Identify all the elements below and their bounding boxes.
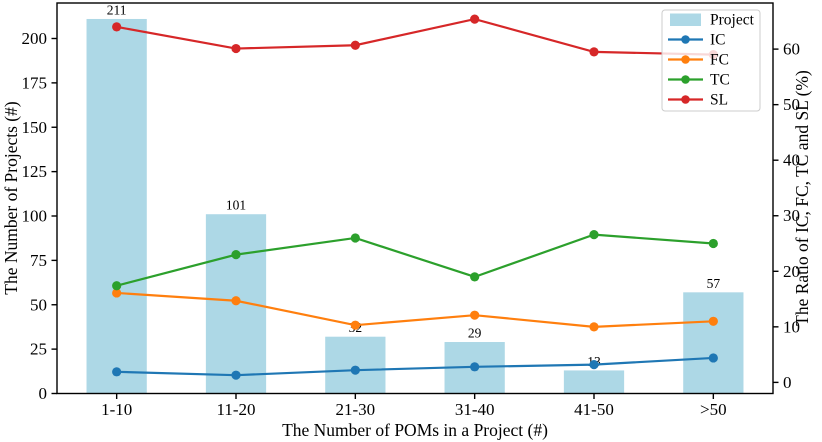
right-tick-label: 40 [783, 151, 800, 170]
left-tick-label: 0 [39, 384, 48, 403]
left-tick-label: 200 [22, 29, 48, 48]
legend-label-Project: Project [710, 12, 755, 29]
plot-area: 2111013229135702550751001251501752000102… [22, 2, 800, 419]
left-tick-label: 50 [30, 295, 47, 314]
marker-FC [708, 316, 718, 326]
left-tick-label: 75 [30, 251, 47, 270]
axes-frame [56, 2, 774, 395]
marker-TC [350, 233, 360, 243]
marker-IC [470, 362, 480, 372]
marker-TC [708, 238, 718, 249]
marker-IC [589, 360, 599, 370]
marker-SL [470, 14, 480, 24]
bar-value-label: 29 [468, 326, 482, 341]
right-tick-label: 50 [783, 95, 800, 114]
marker-FC [112, 288, 122, 298]
line-TC [116, 233, 714, 287]
marker-IC [350, 365, 360, 375]
bar-value-label: 211 [107, 2, 127, 17]
right-tick-label: 0 [783, 373, 792, 392]
marker-TC [112, 281, 122, 291]
right-tick-label: 20 [783, 262, 800, 281]
marker-SL [350, 40, 360, 50]
left-tick-label: 150 [22, 118, 48, 137]
bar-value-label: 101 [226, 198, 246, 213]
marker-SL [112, 22, 122, 32]
left-tick-label: 175 [22, 73, 48, 92]
legend-label-IC: IC [710, 32, 726, 49]
x-axis-title: The Number of POMs in a Project (#) [282, 420, 548, 440]
legend-frame [661, 9, 761, 112]
right-tick-label: 60 [783, 40, 800, 59]
bar [86, 18, 147, 394]
marker-FC [470, 310, 480, 320]
x-tick-label: >50 [700, 400, 727, 419]
bar [563, 370, 625, 394]
line-SL [116, 17, 714, 56]
legend-swatch-Project [670, 13, 701, 26]
marker-IC [231, 370, 241, 380]
legend: Project IC FC TC SL [661, 9, 761, 112]
x-tick-label: 1-10 [101, 400, 132, 419]
marker-FC [589, 322, 599, 332]
left-tick-label: 100 [22, 207, 48, 226]
legend-marker-IC [681, 35, 690, 44]
x-tick-label: 21-30 [335, 400, 375, 419]
marker-TC [231, 250, 241, 260]
marker-FC [231, 296, 241, 306]
x-tick-label: 31-40 [455, 400, 495, 419]
marker-TC [470, 272, 480, 282]
marker-TC [589, 230, 599, 240]
line-IC [116, 356, 714, 377]
marker-SL [589, 47, 599, 57]
legend-label-FC: FC [710, 52, 729, 69]
bar-value-label: 57 [707, 276, 721, 291]
marker-FC [350, 320, 360, 330]
right-y-axis-title: The Ratio of IC, FC, TC and SL (%) [792, 70, 812, 326]
legend-label-TC: TC [710, 72, 730, 89]
right-tick-label: 10 [783, 317, 800, 336]
x-tick-label: 11-20 [216, 400, 255, 419]
marker-IC [708, 353, 718, 363]
bar [683, 292, 744, 394]
bar [325, 336, 386, 394]
legend-marker-SL [681, 95, 690, 104]
marker-IC [112, 367, 122, 377]
left-y-axis-title: The Number of Projects (#) [1, 101, 21, 295]
left-tick-label: 125 [22, 162, 48, 181]
legend-marker-FC [681, 55, 690, 64]
line-FC [116, 291, 714, 328]
left-tick-label: 25 [30, 340, 47, 359]
legend-marker-TC [681, 75, 690, 84]
legend-label-SL: SL [710, 92, 728, 109]
x-tick-label: 41-50 [574, 400, 614, 419]
right-tick-label: 30 [783, 206, 800, 225]
marker-SL [231, 43, 241, 54]
